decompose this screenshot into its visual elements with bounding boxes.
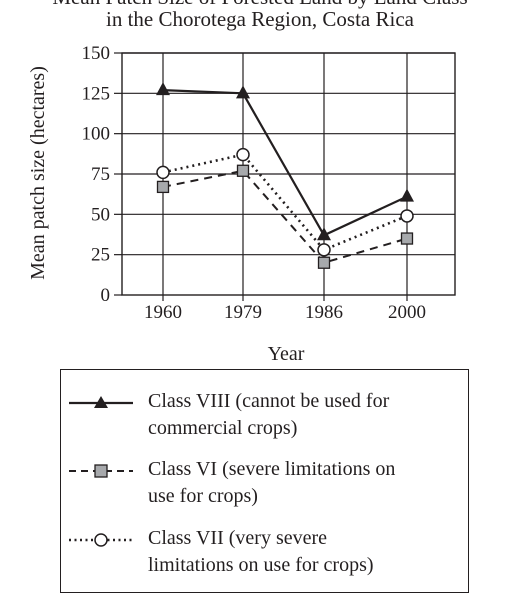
legend-label-line: use for crops) [148, 485, 258, 507]
y-tick-label: 150 [82, 43, 111, 64]
data-point-square [156, 180, 170, 194]
data-point-circle [236, 147, 250, 162]
series-layer [156, 82, 414, 269]
data-point-triangle [236, 85, 250, 99]
y-tick-label: 25 [91, 245, 110, 266]
x-tick-labels: 1960 1979 1986 2000 [144, 302, 426, 323]
series-line [162, 169, 408, 264]
data-point-triangle [400, 188, 414, 202]
legend-label-line: Class VII (very severe [148, 527, 328, 549]
chart-title-line-2: in the Chorotega Region, Costa Rica [106, 7, 414, 31]
series-square [156, 164, 414, 269]
legend-label-class-viii: Class VIII (cannot be used for commercia… [148, 388, 458, 442]
y-tick-label: 50 [91, 204, 110, 225]
legend: Class VIII (cannot be used for commercia… [60, 369, 469, 593]
legend-label-line: commercial crops) [148, 417, 298, 439]
y-tick-label: 75 [91, 164, 110, 185]
data-point-triangle [317, 227, 331, 241]
x-tick-label: 1986 [305, 302, 343, 323]
legend-label-line: limitations on use for crops) [148, 554, 374, 576]
data-point-triangle [156, 82, 170, 96]
y-tick-label: 100 [82, 124, 111, 145]
series-line [162, 153, 408, 252]
data-point-square [236, 164, 250, 177]
data-point-circle [156, 165, 170, 180]
y-tick-label: 0 [101, 285, 111, 306]
data-point-circle [317, 243, 331, 257]
y-tick-labels: 0 25 50 75 100 125 150 [82, 43, 111, 306]
x-axis-label: Year [268, 343, 305, 365]
legend-symbol-dotted-circle [69, 533, 133, 547]
x-tick-label: 1960 [144, 302, 182, 323]
x-tick-label: 1979 [224, 302, 262, 323]
legend-label-line: Class VIII (cannot be used for [148, 390, 390, 412]
data-point-circle [400, 209, 414, 223]
chart-title-line-1: Mean Patch Size of Forested Land by Land… [0, 0, 520, 10]
legend-label-line: Class VI (severe limitations on [148, 458, 396, 480]
legend-label-class-vii: Class VII (very severe limitations on us… [148, 525, 458, 579]
legend-symbol-solid-triangle [69, 396, 133, 408]
data-point-square [317, 256, 331, 269]
y-tick-label: 125 [82, 83, 111, 104]
legend-symbol-dashed-square [69, 464, 133, 478]
data-point-square [400, 232, 414, 245]
series-circle [156, 147, 414, 257]
legend-label-class-vi: Class VI (severe limitations on use for … [148, 456, 458, 510]
x-tick-label: 2000 [388, 302, 426, 323]
series-triangle [156, 82, 414, 241]
series-line [162, 89, 408, 237]
plot-frame [121, 52, 456, 296]
axes [114, 52, 456, 301]
y-axis-label: Mean patch size (hectares) [27, 66, 49, 280]
